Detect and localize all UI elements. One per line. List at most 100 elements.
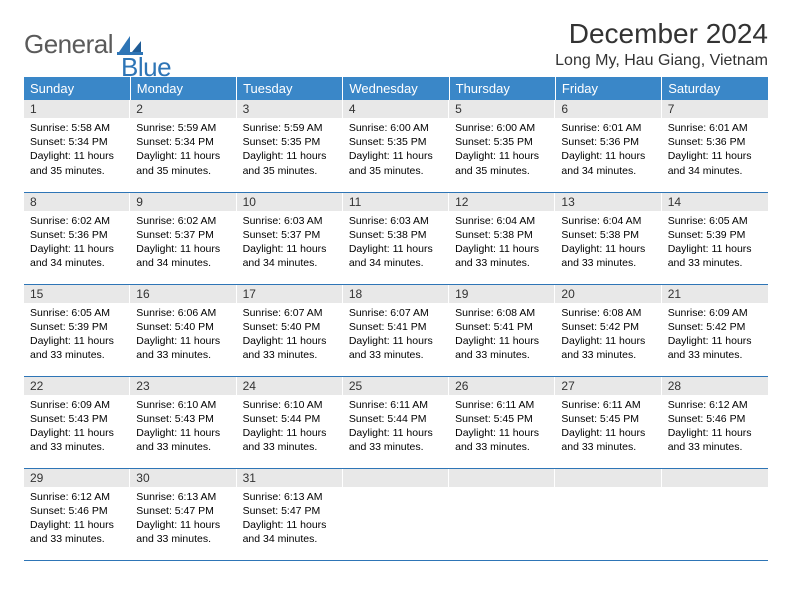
col-wednesday: Wednesday [343, 77, 449, 100]
calendar-cell: 21Sunrise: 6:09 AMSunset: 5:42 PMDayligh… [662, 284, 768, 376]
calendar-cell: 19Sunrise: 6:08 AMSunset: 5:41 PMDayligh… [449, 284, 555, 376]
day-number-empty [449, 469, 555, 487]
day-number: 29 [24, 469, 130, 487]
calendar-cell: 9Sunrise: 6:02 AMSunset: 5:37 PMDaylight… [130, 192, 236, 284]
day-details: Sunrise: 6:01 AMSunset: 5:36 PMDaylight:… [662, 118, 768, 181]
calendar-cell: 23Sunrise: 6:10 AMSunset: 5:43 PMDayligh… [130, 376, 236, 468]
calendar-cell: 16Sunrise: 6:06 AMSunset: 5:40 PMDayligh… [130, 284, 236, 376]
day-number: 12 [449, 193, 555, 211]
logo: General Blue [24, 18, 171, 71]
day-number: 10 [237, 193, 343, 211]
calendar-cell: 12Sunrise: 6:04 AMSunset: 5:38 PMDayligh… [449, 192, 555, 284]
day-details: Sunrise: 6:11 AMSunset: 5:45 PMDaylight:… [449, 395, 555, 458]
calendar-cell: 7Sunrise: 6:01 AMSunset: 5:36 PMDaylight… [662, 100, 768, 192]
day-number: 21 [662, 285, 768, 303]
calendar-cell [555, 468, 661, 560]
location-text: Long My, Hau Giang, Vietnam [555, 52, 768, 70]
calendar-cell: 18Sunrise: 6:07 AMSunset: 5:41 PMDayligh… [343, 284, 449, 376]
day-details: Sunrise: 6:11 AMSunset: 5:45 PMDaylight:… [555, 395, 661, 458]
day-number: 20 [555, 285, 661, 303]
calendar-cell: 28Sunrise: 6:12 AMSunset: 5:46 PMDayligh… [662, 376, 768, 468]
calendar-cell: 31Sunrise: 6:13 AMSunset: 5:47 PMDayligh… [237, 468, 343, 560]
day-number: 9 [130, 193, 236, 211]
day-number: 16 [130, 285, 236, 303]
calendar-cell: 10Sunrise: 6:03 AMSunset: 5:37 PMDayligh… [237, 192, 343, 284]
day-number: 25 [343, 377, 449, 395]
calendar-cell: 24Sunrise: 6:10 AMSunset: 5:44 PMDayligh… [237, 376, 343, 468]
calendar-table: Sunday Monday Tuesday Wednesday Thursday… [24, 77, 768, 561]
page-title: December 2024 [555, 18, 768, 50]
day-details: Sunrise: 6:13 AMSunset: 5:47 PMDaylight:… [237, 487, 343, 550]
calendar-cell: 13Sunrise: 6:04 AMSunset: 5:38 PMDayligh… [555, 192, 661, 284]
calendar-cell: 2Sunrise: 5:59 AMSunset: 5:34 PMDaylight… [130, 100, 236, 192]
day-details: Sunrise: 6:10 AMSunset: 5:44 PMDaylight:… [237, 395, 343, 458]
calendar-cell: 20Sunrise: 6:08 AMSunset: 5:42 PMDayligh… [555, 284, 661, 376]
day-details: Sunrise: 6:02 AMSunset: 5:37 PMDaylight:… [130, 211, 236, 274]
day-details: Sunrise: 6:09 AMSunset: 5:42 PMDaylight:… [662, 303, 768, 366]
col-tuesday: Tuesday [237, 77, 343, 100]
calendar-row: 15Sunrise: 6:05 AMSunset: 5:39 PMDayligh… [24, 284, 768, 376]
col-saturday: Saturday [662, 77, 768, 100]
calendar-cell: 15Sunrise: 6:05 AMSunset: 5:39 PMDayligh… [24, 284, 130, 376]
calendar-cell: 4Sunrise: 6:00 AMSunset: 5:35 PMDaylight… [343, 100, 449, 192]
day-number: 24 [237, 377, 343, 395]
day-number-empty [555, 469, 661, 487]
day-details: Sunrise: 6:06 AMSunset: 5:40 PMDaylight:… [130, 303, 236, 366]
day-details: Sunrise: 6:08 AMSunset: 5:41 PMDaylight:… [449, 303, 555, 366]
day-details: Sunrise: 6:04 AMSunset: 5:38 PMDaylight:… [449, 211, 555, 274]
logo-text-part2: Blue [121, 52, 171, 83]
calendar-row: 29Sunrise: 6:12 AMSunset: 5:46 PMDayligh… [24, 468, 768, 560]
day-number: 11 [343, 193, 449, 211]
calendar-cell [343, 468, 449, 560]
day-details: Sunrise: 6:03 AMSunset: 5:38 PMDaylight:… [343, 211, 449, 274]
header: General Blue December 2024 Long My, Hau … [24, 18, 768, 71]
day-number: 3 [237, 100, 343, 118]
day-number: 27 [555, 377, 661, 395]
day-number: 30 [130, 469, 236, 487]
day-details: Sunrise: 6:09 AMSunset: 5:43 PMDaylight:… [24, 395, 130, 458]
day-details: Sunrise: 5:58 AMSunset: 5:34 PMDaylight:… [24, 118, 130, 181]
calendar-row: 1Sunrise: 5:58 AMSunset: 5:34 PMDaylight… [24, 100, 768, 192]
day-number: 28 [662, 377, 768, 395]
calendar-cell: 22Sunrise: 6:09 AMSunset: 5:43 PMDayligh… [24, 376, 130, 468]
calendar-cell: 30Sunrise: 6:13 AMSunset: 5:47 PMDayligh… [130, 468, 236, 560]
calendar-cell: 26Sunrise: 6:11 AMSunset: 5:45 PMDayligh… [449, 376, 555, 468]
calendar-cell: 25Sunrise: 6:11 AMSunset: 5:44 PMDayligh… [343, 376, 449, 468]
calendar-cell: 17Sunrise: 6:07 AMSunset: 5:40 PMDayligh… [237, 284, 343, 376]
day-details: Sunrise: 6:13 AMSunset: 5:47 PMDaylight:… [130, 487, 236, 550]
title-block: December 2024 Long My, Hau Giang, Vietna… [555, 18, 768, 70]
day-details: Sunrise: 6:02 AMSunset: 5:36 PMDaylight:… [24, 211, 130, 274]
calendar-cell [449, 468, 555, 560]
day-number: 31 [237, 469, 343, 487]
calendar-cell: 11Sunrise: 6:03 AMSunset: 5:38 PMDayligh… [343, 192, 449, 284]
calendar-cell: 1Sunrise: 5:58 AMSunset: 5:34 PMDaylight… [24, 100, 130, 192]
day-number: 13 [555, 193, 661, 211]
day-number: 22 [24, 377, 130, 395]
day-details: Sunrise: 6:05 AMSunset: 5:39 PMDaylight:… [24, 303, 130, 366]
day-number: 6 [555, 100, 661, 118]
day-details: Sunrise: 6:12 AMSunset: 5:46 PMDaylight:… [24, 487, 130, 550]
day-number: 8 [24, 193, 130, 211]
day-details: Sunrise: 5:59 AMSunset: 5:34 PMDaylight:… [130, 118, 236, 181]
day-details: Sunrise: 6:07 AMSunset: 5:41 PMDaylight:… [343, 303, 449, 366]
day-number: 17 [237, 285, 343, 303]
day-details: Sunrise: 6:07 AMSunset: 5:40 PMDaylight:… [237, 303, 343, 366]
calendar-cell: 8Sunrise: 6:02 AMSunset: 5:36 PMDaylight… [24, 192, 130, 284]
calendar-cell: 6Sunrise: 6:01 AMSunset: 5:36 PMDaylight… [555, 100, 661, 192]
day-number: 15 [24, 285, 130, 303]
day-details: Sunrise: 6:11 AMSunset: 5:44 PMDaylight:… [343, 395, 449, 458]
day-details: Sunrise: 6:00 AMSunset: 5:35 PMDaylight:… [343, 118, 449, 181]
day-number: 18 [343, 285, 449, 303]
logo-text-part1: General [24, 29, 113, 60]
calendar-cell: 27Sunrise: 6:11 AMSunset: 5:45 PMDayligh… [555, 376, 661, 468]
day-details: Sunrise: 6:08 AMSunset: 5:42 PMDaylight:… [555, 303, 661, 366]
day-number: 5 [449, 100, 555, 118]
day-number-empty [662, 469, 768, 487]
day-details: Sunrise: 5:59 AMSunset: 5:35 PMDaylight:… [237, 118, 343, 181]
day-number-empty [343, 469, 449, 487]
col-sunday: Sunday [24, 77, 130, 100]
day-number: 4 [343, 100, 449, 118]
day-details: Sunrise: 6:01 AMSunset: 5:36 PMDaylight:… [555, 118, 661, 181]
col-thursday: Thursday [449, 77, 555, 100]
calendar-cell: 29Sunrise: 6:12 AMSunset: 5:46 PMDayligh… [24, 468, 130, 560]
